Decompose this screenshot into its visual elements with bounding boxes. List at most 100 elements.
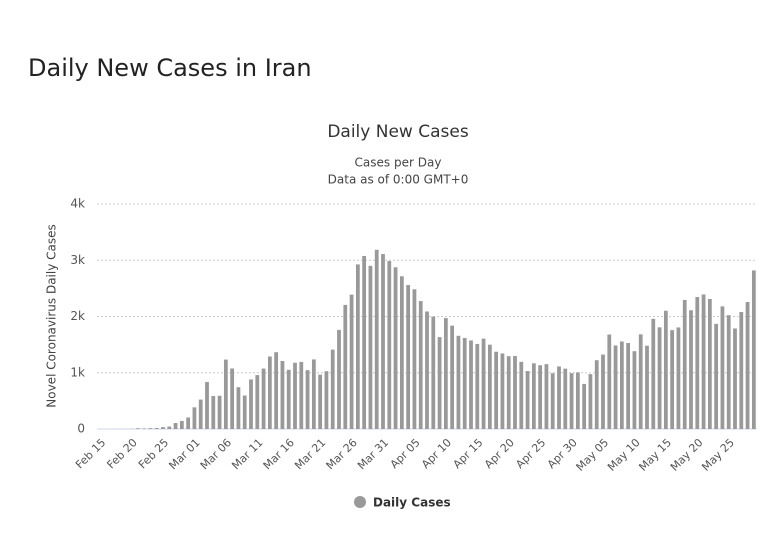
bar	[318, 374, 323, 429]
bar	[330, 349, 335, 429]
bar	[167, 426, 172, 429]
bar	[236, 387, 241, 429]
bar	[707, 299, 712, 429]
bar	[513, 356, 517, 429]
bar	[387, 260, 392, 429]
y-tick-label: 4k	[70, 197, 85, 211]
bar	[619, 341, 624, 429]
bar	[531, 363, 536, 429]
bar	[714, 323, 719, 429]
bar	[638, 334, 643, 429]
bar	[343, 304, 348, 429]
bar	[481, 338, 486, 429]
bar	[299, 361, 304, 429]
x-tick-label: Apr 20	[482, 436, 517, 471]
bar	[412, 289, 417, 429]
y-tick-label: 0	[77, 422, 85, 436]
bar	[601, 354, 605, 429]
x-tick-label: May 15	[636, 436, 674, 474]
x-tick-label: Mar 31	[355, 436, 391, 472]
x-tick-label: Feb 25	[136, 436, 171, 471]
bar	[720, 306, 725, 429]
bar	[280, 360, 285, 429]
bar	[670, 330, 675, 429]
bar	[582, 383, 587, 429]
x-tick-label: Mar 01	[166, 436, 202, 472]
bar	[217, 395, 222, 429]
bar	[154, 427, 159, 429]
bar	[607, 334, 612, 429]
bar	[645, 345, 649, 429]
bar	[349, 294, 354, 429]
bar	[475, 343, 480, 429]
bar	[544, 364, 549, 429]
bar	[205, 382, 209, 429]
bar	[286, 369, 291, 429]
bar	[575, 372, 580, 429]
bar	[745, 301, 750, 429]
bar	[362, 255, 367, 429]
bar	[406, 285, 411, 429]
bar	[519, 361, 524, 429]
bar	[393, 267, 398, 429]
bar	[135, 428, 140, 429]
bar	[142, 428, 147, 429]
bar	[613, 345, 618, 429]
page-title: Daily New Cases in Iran	[28, 54, 312, 82]
bar	[355, 264, 360, 429]
bar	[242, 395, 247, 429]
bar	[437, 337, 442, 429]
bar	[563, 368, 568, 429]
x-tick-label: May 10	[605, 436, 643, 474]
bar	[223, 359, 228, 429]
bar	[701, 294, 706, 429]
y-tick-label: 1k	[70, 365, 85, 379]
bar	[588, 374, 593, 429]
x-tick-label: May 05	[574, 436, 612, 474]
bar	[255, 375, 260, 429]
y-tick-label: 2k	[70, 309, 85, 323]
chart-subtitle: Data as of 0:00 GMT+0	[328, 173, 469, 187]
bar	[594, 360, 599, 429]
bar	[431, 316, 436, 429]
bar	[626, 342, 631, 429]
bar	[751, 270, 756, 429]
bar	[337, 329, 341, 429]
bar	[500, 353, 505, 429]
x-tick-label: Mar 21	[292, 436, 328, 472]
bar	[726, 315, 731, 429]
chart-title: Daily New Cases	[327, 122, 469, 142]
x-tick-label: Apr 10	[419, 436, 454, 471]
bar	[456, 335, 461, 429]
bar	[462, 338, 467, 429]
bar	[651, 318, 656, 429]
bar	[739, 312, 744, 429]
bar	[469, 340, 473, 429]
bar	[148, 428, 153, 429]
bar	[274, 352, 279, 429]
bar	[443, 318, 448, 429]
bar	[230, 368, 235, 429]
bar	[538, 365, 543, 429]
legend-label[interactable]: Daily Cases	[373, 496, 451, 510]
bar	[494, 351, 499, 429]
x-tick-label: Mar 11	[229, 436, 265, 472]
y-tick-label: 3k	[70, 253, 85, 267]
bar	[324, 371, 329, 429]
bar	[211, 396, 216, 429]
bar	[682, 299, 687, 429]
bar	[657, 327, 662, 429]
bar	[381, 254, 385, 429]
bar	[450, 325, 455, 429]
bar	[305, 370, 310, 429]
bar	[374, 249, 379, 429]
bar	[550, 373, 555, 429]
bar	[689, 310, 693, 429]
y-axis-label: Novel Coronavirus Daily Cases	[45, 224, 59, 407]
bar	[311, 359, 316, 429]
bar	[525, 371, 530, 429]
bar	[179, 420, 184, 429]
bar	[293, 362, 297, 429]
chart-subtitle: Cases per Day	[355, 156, 442, 170]
